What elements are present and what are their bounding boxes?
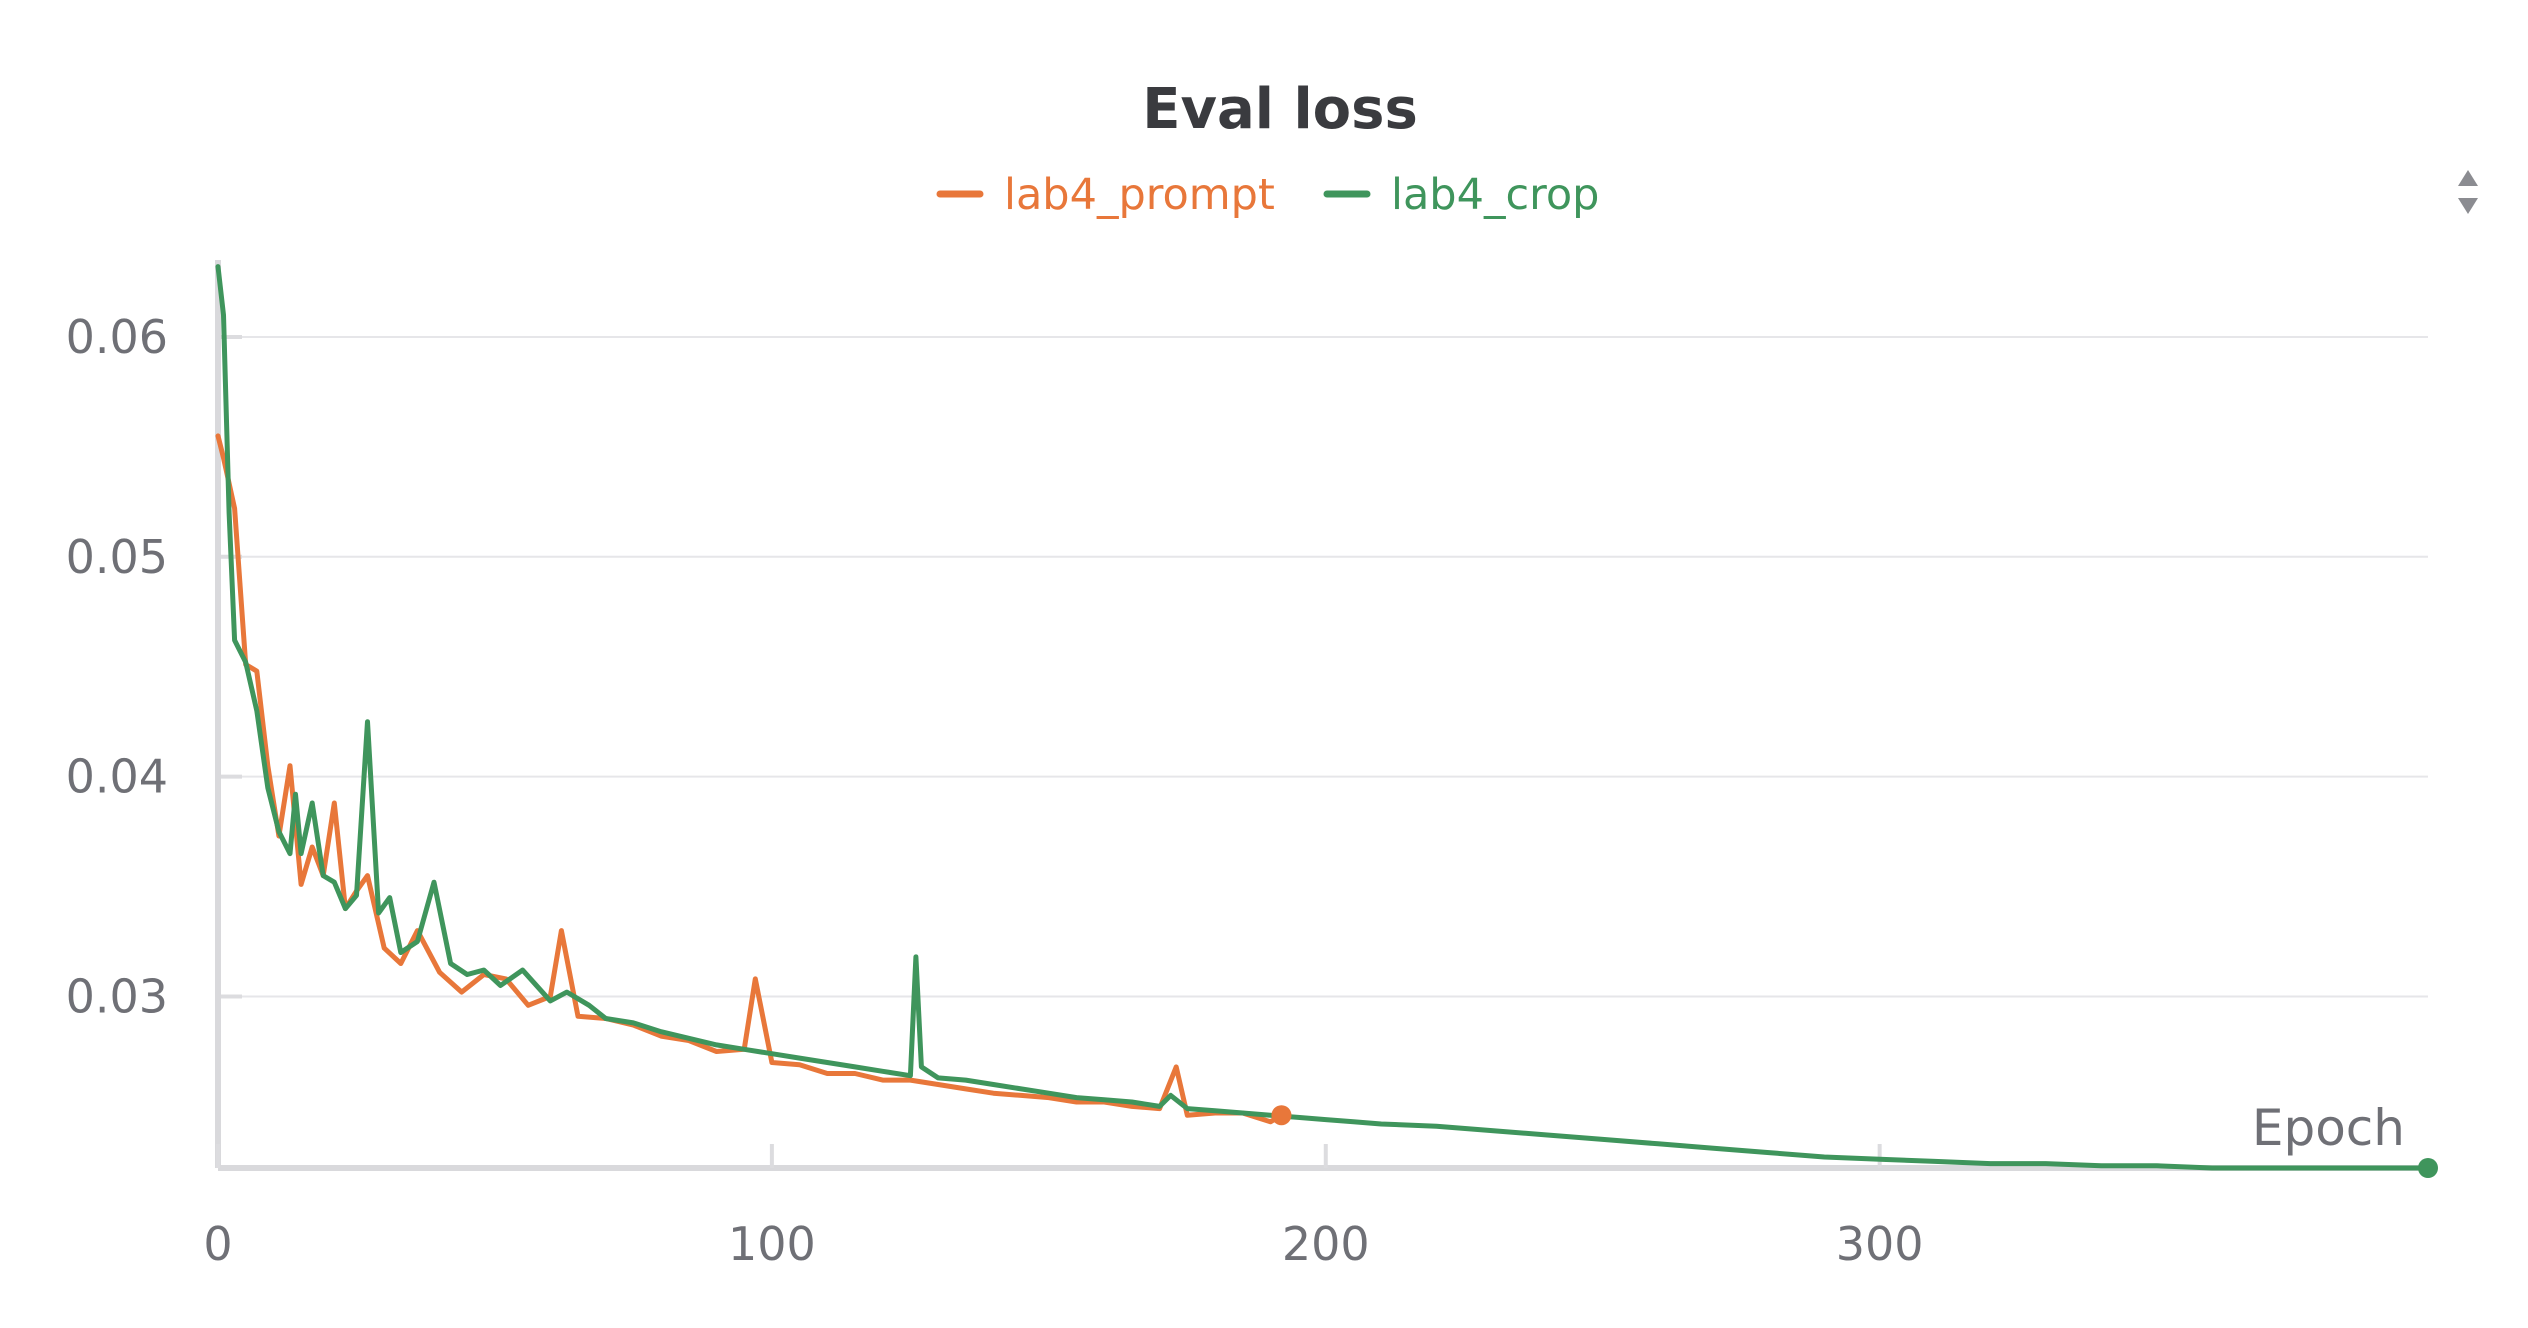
y-tick-label: 0.04 [66,750,168,804]
grid-lines [218,335,2428,998]
x-tick-label: 0 [203,1217,232,1271]
chevron-up-icon[interactable] [2458,170,2478,186]
series-end-marker-lab4_crop [2418,1158,2438,1178]
legend-scroll-control[interactable] [2458,170,2478,214]
series-lines [215,264,2431,1171]
x-tick-label: 200 [1282,1217,1370,1271]
legend-label: lab4_prompt [1004,170,1275,220]
legend-item-lab4_prompt[interactable]: lab4_prompt [936,170,1275,220]
y-tick-label: 0.05 [66,530,168,584]
series-line-lab4_crop [215,264,2431,1171]
x-tick-label: 100 [728,1217,816,1271]
y-tick-label: 0.03 [66,970,168,1024]
legend-item-lab4_crop[interactable]: lab4_crop [1323,170,1599,220]
x-tick-label: 300 [1836,1217,1924,1271]
x-axis-label: Epoch [2252,1099,2405,1157]
series-line-lab4_prompt [215,433,1284,1125]
y-tick-label: 0.06 [66,310,168,364]
x-tick-labels: 0 100 200 300 [203,1217,1923,1271]
legend: lab4_prompt lab4_crop [936,170,1599,220]
legend-label: lab4_crop [1391,170,1599,220]
chevron-down-icon[interactable] [2458,198,2478,214]
series-end-markers [1271,1105,2438,1178]
chart-title: Eval loss [1142,77,1418,142]
series-end-marker-lab4_prompt [1271,1105,1292,1126]
y-tick-labels: 0.03 0.04 0.05 0.06 [66,310,168,1024]
axes [215,260,2428,1171]
